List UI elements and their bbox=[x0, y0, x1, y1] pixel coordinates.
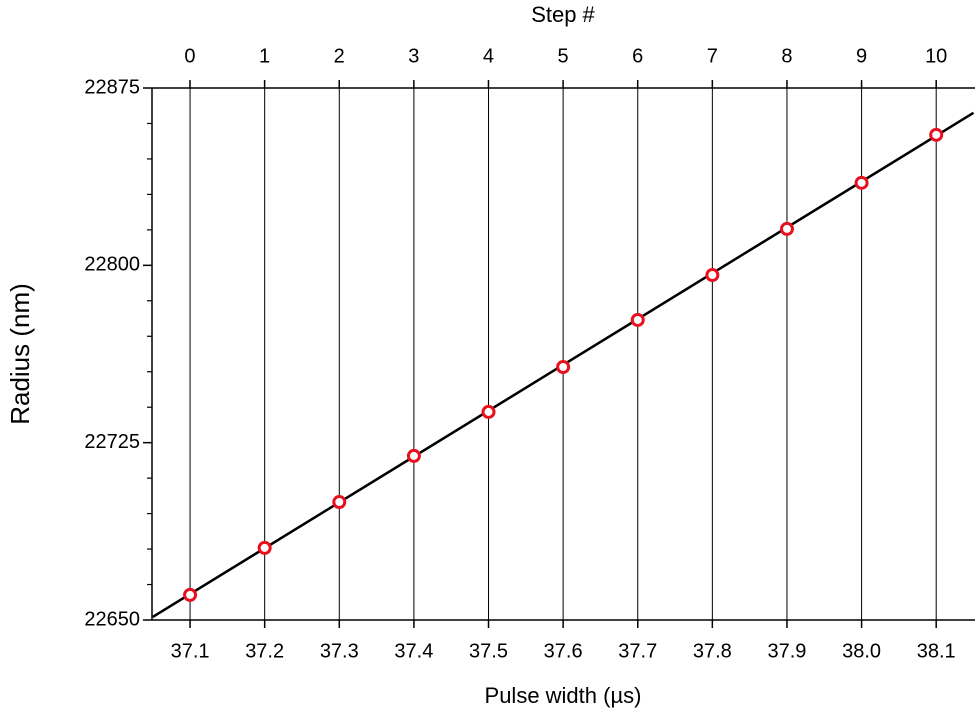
top-tick-label: 1 bbox=[259, 45, 270, 67]
data-point bbox=[705, 268, 720, 283]
y-axis-title: Radius (nm) bbox=[5, 283, 35, 425]
top-tick-label: 4 bbox=[483, 45, 494, 67]
x-tick-label: 37.3 bbox=[320, 640, 359, 662]
data-point bbox=[854, 175, 869, 190]
x-tick-label: 37.5 bbox=[469, 640, 508, 662]
x-tick-label: 38.1 bbox=[917, 640, 956, 662]
top-axis-title: Step # bbox=[531, 2, 595, 27]
data-point bbox=[183, 587, 198, 602]
data-point bbox=[929, 127, 944, 142]
data-point bbox=[779, 221, 794, 236]
top-tick-label: 3 bbox=[408, 45, 419, 67]
top-tick-label: 8 bbox=[781, 45, 792, 67]
x-tick-label: 37.7 bbox=[618, 640, 657, 662]
top-tick-label: 9 bbox=[856, 45, 867, 67]
x-tick-label: 37.8 bbox=[693, 640, 732, 662]
data-point bbox=[332, 495, 347, 510]
data-point bbox=[406, 448, 421, 463]
x-tick-label: 38.0 bbox=[842, 640, 881, 662]
data-point bbox=[481, 404, 496, 419]
top-tick-label: 10 bbox=[925, 45, 947, 67]
y-tick-label: 22725 bbox=[84, 431, 140, 453]
data-point bbox=[556, 360, 571, 375]
top-tick-label: 0 bbox=[184, 45, 195, 67]
x-axis-title: Pulse width (µs) bbox=[485, 683, 642, 708]
y-tick-label: 22650 bbox=[84, 608, 140, 630]
top-tick-label: 6 bbox=[632, 45, 643, 67]
top-tick-label: 2 bbox=[334, 45, 345, 67]
x-tick-label: 37.1 bbox=[171, 640, 210, 662]
data-point bbox=[630, 312, 645, 327]
x-tick-label: 37.4 bbox=[394, 640, 433, 662]
data-point bbox=[257, 540, 272, 555]
top-tick-label: 7 bbox=[707, 45, 718, 67]
x-tick-label: 37.2 bbox=[245, 640, 284, 662]
y-tick-label: 22800 bbox=[84, 254, 140, 276]
top-tick-label: 5 bbox=[558, 45, 569, 67]
y-tick-label: 22875 bbox=[84, 76, 140, 98]
x-tick-label: 37.9 bbox=[768, 640, 807, 662]
x-tick-label: 37.6 bbox=[544, 640, 583, 662]
